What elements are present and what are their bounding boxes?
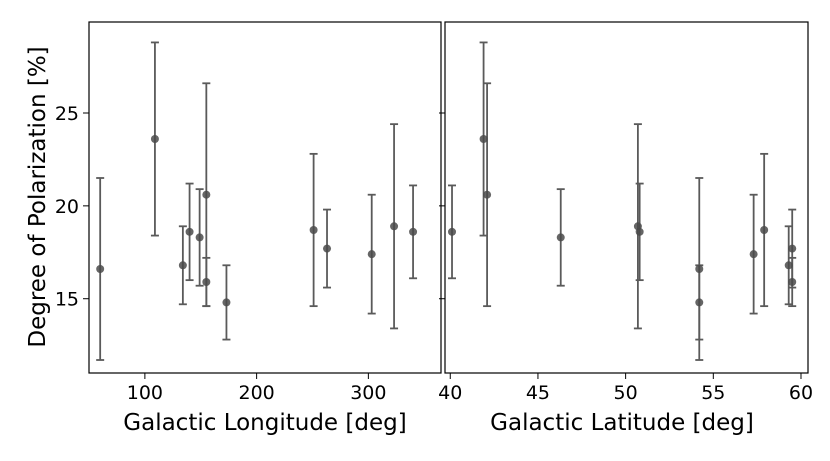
- data-point-1-11: [788, 244, 797, 253]
- x-tick-label-0-0: 100: [127, 382, 163, 404]
- x-tick-label-0-1: 200: [238, 382, 274, 404]
- data-point-0-12: [409, 227, 418, 236]
- data-point-1-12: [788, 278, 797, 286]
- tick-group-latitude: 40 45 50 55 60: [438, 112, 813, 404]
- y-tick-label-0-2: 25: [55, 103, 79, 125]
- error-bars-longitude: [96, 41, 418, 361]
- plot-frame-longitude: [88, 21, 442, 374]
- y-tick-label-0-1: 20: [55, 196, 79, 218]
- data-point-1-8: [749, 250, 758, 259]
- data-point-0-9: [323, 244, 332, 253]
- tick-group-longitude: 100 200 300 15 20 25: [55, 103, 387, 404]
- data-point-1-0: [448, 227, 457, 236]
- data-point-1-7: [695, 298, 704, 307]
- panel-longitude: 100 200 300 15 20 25 Galactic Longitude [deg]…: [25, 21, 442, 436]
- data-point-1-2: [483, 190, 492, 199]
- data-point-1-6: [695, 265, 704, 273]
- error-bars-latitude: [448, 41, 797, 361]
- data-point-0-5: [202, 190, 211, 199]
- x-tick-label-1-3: 55: [701, 382, 725, 404]
- data-point-0-6: [202, 278, 211, 286]
- data-point-1-3: [556, 233, 565, 242]
- x-axis-label-latitude: Galactic Latitude [deg]: [490, 410, 754, 436]
- data-point-0-0: [96, 265, 105, 273]
- data-point-0-3: [185, 227, 194, 236]
- data-point-0-4: [195, 233, 204, 242]
- data-points-longitude: [96, 135, 418, 307]
- data-point-0-2: [178, 261, 187, 270]
- data-point-1-10: [784, 261, 793, 270]
- y-axis-label: Degree of Polarization [%]: [25, 46, 51, 347]
- x-tick-label-0-2: 300: [350, 382, 386, 404]
- data-point-0-11: [390, 222, 399, 231]
- x-tick-label-1-0: 40: [438, 382, 462, 404]
- data-point-1-9: [760, 226, 769, 234]
- data-points-latitude: [448, 135, 797, 307]
- x-axis-label-longitude: Galactic Longitude [deg]: [123, 410, 406, 436]
- x-tick-label-1-4: 60: [789, 382, 813, 404]
- x-tick-label-1-1: 45: [526, 382, 550, 404]
- data-point-0-8: [309, 226, 318, 234]
- data-point-0-7: [222, 298, 231, 307]
- panel-latitude: 40 45 50 55 60 Galactic Latitude [deg]: [438, 21, 813, 436]
- x-tick-label-1-2: 50: [614, 382, 638, 404]
- y-tick-label-0-0: 15: [55, 289, 79, 311]
- data-point-1-5: [635, 227, 644, 236]
- data-point-0-10: [367, 250, 376, 259]
- plot-frame-latitude: [444, 21, 809, 374]
- data-point-0-1: [150, 135, 159, 143]
- data-point-1-1: [479, 135, 488, 143]
